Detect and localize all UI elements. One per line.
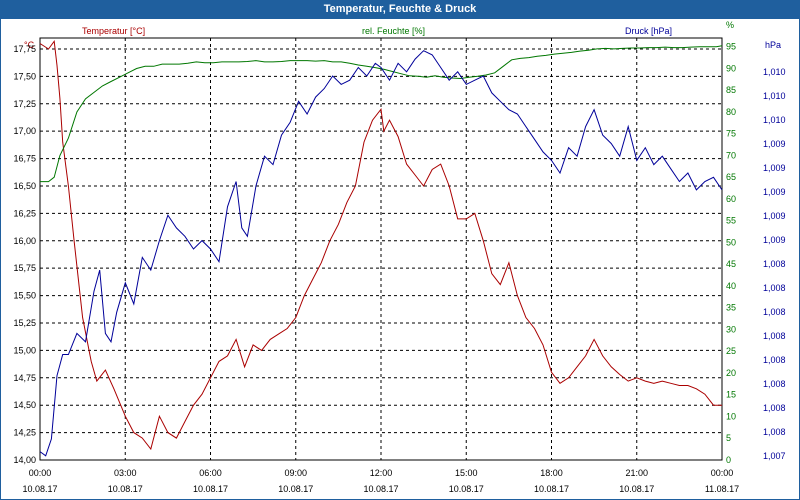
temperature-tick-label: 17,75 — [13, 44, 36, 54]
pressure-tick-label: 1,009 — [763, 163, 786, 173]
humidity-tick-label: 75 — [726, 129, 736, 139]
temperature-tick-label: 14,25 — [13, 428, 36, 438]
x-tick-date: 11.08.17 — [705, 484, 739, 494]
x-tick-time: 00:00 — [29, 468, 52, 478]
humidity-tick-label: 90 — [726, 63, 736, 73]
humidity-tick-label: 25 — [726, 346, 736, 356]
x-tick-time: 03:00 — [114, 468, 137, 478]
temperature-axis-label: Temperatur [°C] — [82, 26, 145, 36]
temperature-unit-label: °C — [24, 40, 35, 50]
pressure-tick-label: 1,008 — [763, 259, 786, 269]
pressure-tick-label: 1,010 — [763, 91, 786, 101]
temperature-tick-label: 14,50 — [13, 400, 36, 410]
humidity-tick-label: 70 — [726, 150, 736, 160]
x-tick-date: 10.08.17 — [449, 484, 484, 494]
temperature-series-line — [39, 39, 722, 451]
humidity-tick-label: 35 — [726, 303, 736, 313]
temperature-tick-label: 15,00 — [13, 345, 36, 355]
x-tick-time: 12:00 — [370, 468, 393, 478]
temperature-tick-label: 15,75 — [13, 263, 36, 273]
pressure-tick-label: 1,008 — [763, 331, 786, 341]
humidity-tick-label: 45 — [726, 259, 736, 269]
humidity-tick-label: 40 — [726, 281, 736, 291]
pressure-series-line — [39, 50, 723, 457]
x-tick-time: 21:00 — [625, 468, 648, 478]
pressure-unit-label: hPa — [765, 40, 781, 50]
window-title: Temperatur, Feuchte & Druck — [0, 0, 800, 18]
pressure-tick-label: 1,007 — [763, 451, 786, 461]
x-tick-time: 09:00 — [284, 468, 307, 478]
x-tick-time: 15:00 — [455, 468, 478, 478]
x-tick-date: 10.08.17 — [363, 484, 398, 494]
pressure-tick-label: 1,009 — [763, 187, 786, 197]
humidity-tick-label: 65 — [726, 172, 736, 182]
humidity-tick-label: 60 — [726, 194, 736, 204]
x-tick-date: 10.08.17 — [193, 484, 228, 494]
humidity-series-line — [40, 45, 723, 183]
pressure-tick-label: 1,010 — [763, 67, 786, 77]
pressure-tick-label: 1,009 — [763, 235, 786, 245]
pressure-tick-label: 1,008 — [763, 379, 786, 389]
temperature-tick-label: 17,25 — [13, 99, 36, 109]
humidity-tick-label: 30 — [726, 324, 736, 334]
humidity-tick-label: 10 — [726, 411, 736, 421]
humidity-axis-label: rel. Feuchte [%] — [362, 26, 425, 36]
temperature-tick-label: 14,75 — [13, 373, 36, 383]
pressure-tick-label: 1,008 — [763, 283, 786, 293]
humidity-tick-label: 0 — [726, 455, 731, 465]
humidity-tick-label: 20 — [726, 368, 736, 378]
x-tick-time: 18:00 — [540, 468, 563, 478]
humidity-tick-label: 85 — [726, 85, 736, 95]
pressure-axis-label: Druck [hPa] — [625, 26, 672, 36]
x-tick-date: 10.08.17 — [108, 484, 143, 494]
x-tick-date: 10.08.17 — [22, 484, 57, 494]
humidity-tick-label: 50 — [726, 237, 736, 247]
humidity-tick-label: 95 — [726, 42, 736, 52]
pressure-tick-label: 1,008 — [763, 403, 786, 413]
humidity-tick-label: 5 — [726, 433, 731, 443]
temperature-tick-label: 16,25 — [13, 208, 36, 218]
x-tick-date: 10.08.17 — [619, 484, 654, 494]
humidity-tick-label: 55 — [726, 216, 736, 226]
pressure-tick-label: 1,008 — [763, 427, 786, 437]
x-tick-time: 00:00 — [711, 468, 734, 478]
temperature-tick-label: 16,00 — [13, 236, 36, 246]
x-tick-time: 06:00 — [199, 468, 222, 478]
pressure-tick-label: 1,010 — [763, 115, 786, 125]
x-tick-date: 10.08.17 — [534, 484, 569, 494]
temperature-tick-label: 17,50 — [13, 71, 36, 81]
temperature-tick-label: 15,50 — [13, 291, 36, 301]
humidity-tick-label: 15 — [726, 390, 736, 400]
pressure-tick-label: 1,009 — [763, 211, 786, 221]
temperature-tick-label: 17,00 — [13, 126, 36, 136]
x-tick-date: 10.08.17 — [278, 484, 313, 494]
pressure-tick-label: 1,009 — [763, 139, 786, 149]
temperature-tick-label: 16,50 — [13, 181, 36, 191]
humidity-tick-label: % — [726, 20, 734, 30]
humidity-tick-label: 80 — [726, 107, 736, 117]
temperature-tick-label: 14,00 — [13, 455, 36, 465]
pressure-tick-label: 1,008 — [763, 355, 786, 365]
pressure-tick-label: 1,008 — [763, 307, 786, 317]
temperature-tick-label: 16,75 — [13, 154, 36, 164]
temperature-tick-label: 15,25 — [13, 318, 36, 328]
